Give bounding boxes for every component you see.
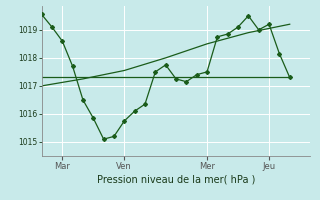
X-axis label: Pression niveau de la mer( hPa ): Pression niveau de la mer( hPa ) [97, 175, 255, 185]
